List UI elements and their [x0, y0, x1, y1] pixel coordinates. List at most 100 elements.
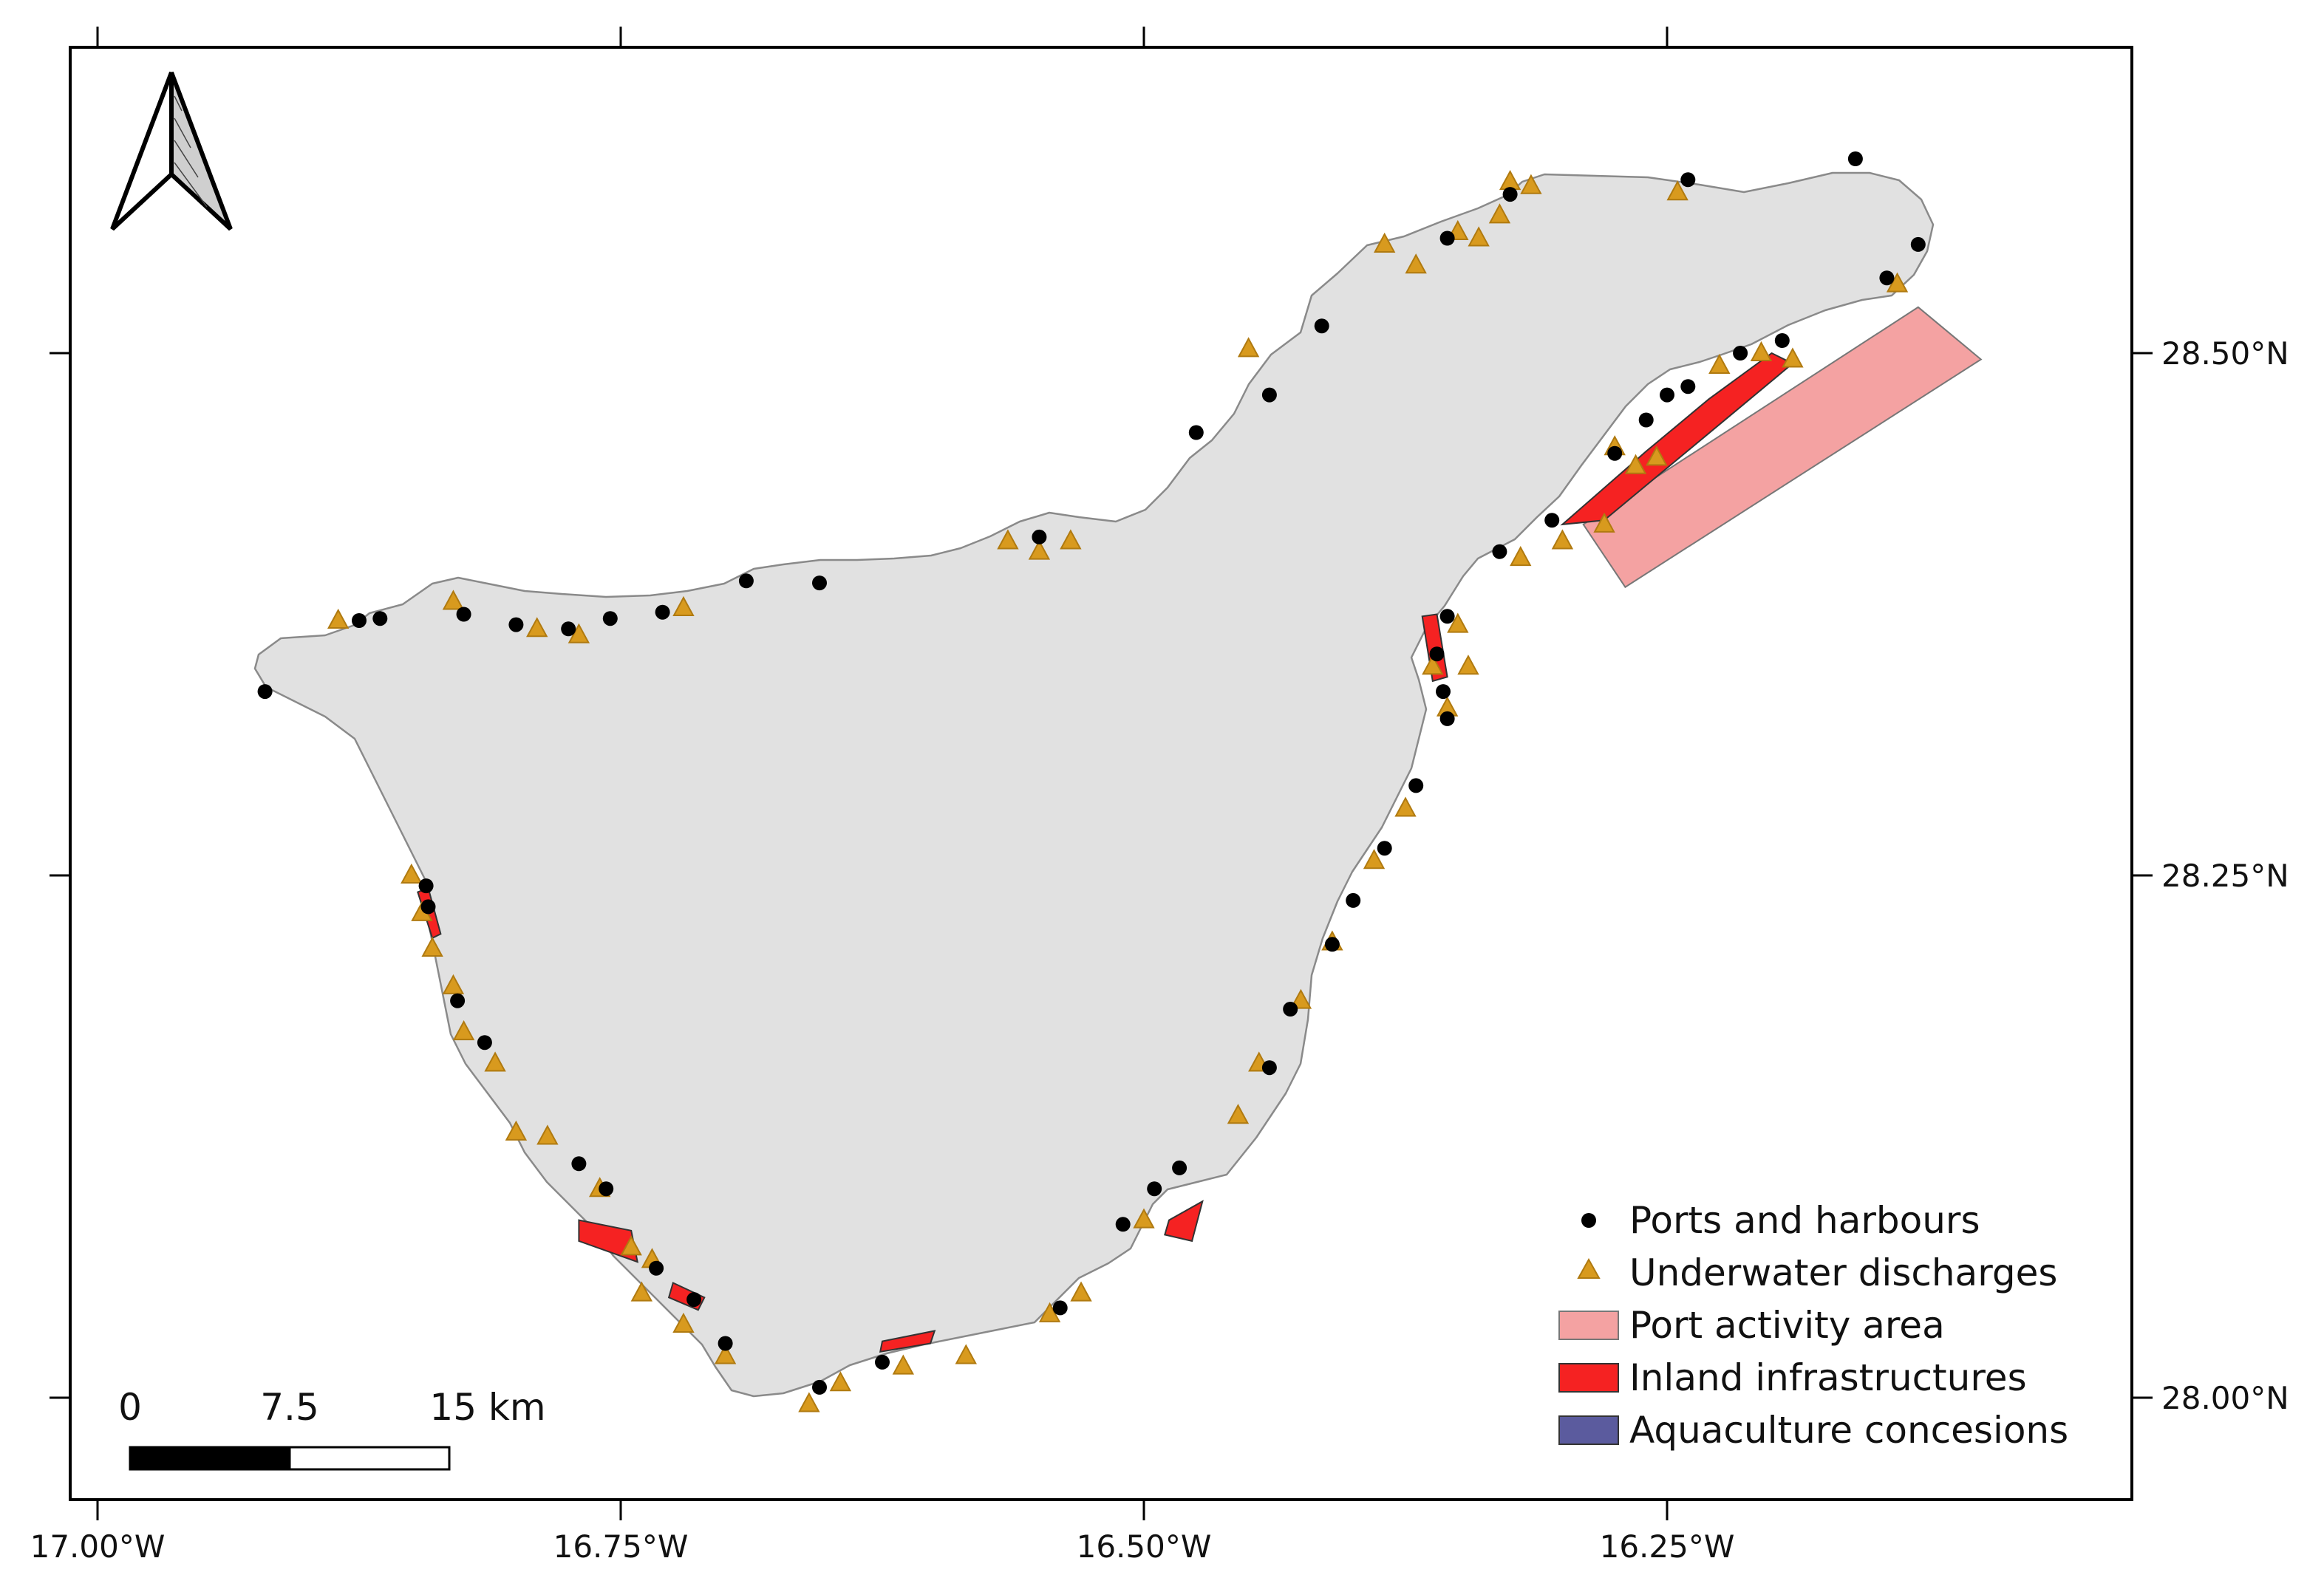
- port-marker: [655, 604, 670, 620]
- discharge-marker: [442, 590, 465, 610]
- port-marker: [1660, 387, 1674, 403]
- port-marker: [1283, 1002, 1298, 1017]
- port-marker: [1436, 684, 1451, 700]
- legend-aquaculture-swatch: [1558, 1415, 1619, 1445]
- discharge-marker: [630, 1281, 652, 1302]
- legend-port-area-swatch: [1558, 1311, 1619, 1340]
- scale-bar: 0 7.5 15 km: [118, 1386, 546, 1471]
- port-marker: [257, 684, 273, 700]
- discharge-marker: [1363, 849, 1386, 870]
- discharge-marker: [955, 1344, 977, 1364]
- discharge-marker: [1422, 655, 1444, 675]
- discharge-marker: [484, 1051, 506, 1072]
- scale-label-mid: 7.5: [260, 1386, 319, 1429]
- port-marker: [1733, 346, 1748, 361]
- discharge-marker: [1237, 337, 1260, 358]
- port-marker: [1607, 445, 1623, 461]
- port-marker: [1910, 236, 1926, 252]
- port-marker: [649, 1260, 664, 1276]
- legend-label-inland: Inland infrastructures: [1629, 1356, 2027, 1399]
- x-tick-label: 16.25°W: [1600, 1528, 1735, 1565]
- discharge-marker: [1646, 445, 1668, 466]
- port-marker: [1172, 1160, 1187, 1175]
- port-marker: [1346, 892, 1361, 908]
- port-marker: [718, 1336, 733, 1351]
- port-marker: [352, 613, 367, 628]
- port-marker: [812, 575, 827, 591]
- discharge-marker: [1624, 454, 1647, 474]
- discharge-marker: [505, 1120, 528, 1141]
- legend-label-port-area: Port activity area: [1629, 1304, 1945, 1347]
- port-marker: [1879, 270, 1895, 286]
- discharge-marker: [568, 623, 590, 643]
- port-marker: [1052, 1300, 1068, 1316]
- discharge-marker: [892, 1354, 914, 1375]
- legend-label-ports: Ports and harbours: [1629, 1199, 1980, 1242]
- port-marker: [1032, 529, 1047, 544]
- y-tick-label: 28.50°N: [2161, 335, 2289, 372]
- discharge-marker: [1750, 341, 1773, 361]
- port-marker: [1408, 778, 1424, 793]
- port-marker: [1147, 1181, 1162, 1197]
- legend: Ports and harbours Underwater discharges…: [1558, 1199, 2068, 1452]
- port-marker: [602, 611, 618, 626]
- legend-label-discharges: Underwater discharges: [1629, 1251, 2057, 1294]
- discharge-marker: [1447, 612, 1469, 633]
- port-marker: [1544, 513, 1560, 528]
- discharge-marker: [798, 1392, 820, 1412]
- port-marker: [1680, 172, 1696, 188]
- port-marker: [561, 621, 576, 637]
- discharge-marker: [401, 863, 423, 884]
- inland-infrastructure: [879, 1330, 936, 1353]
- north-arrow-icon: [110, 71, 233, 231]
- discharge-marker: [1551, 529, 1574, 550]
- discharge-marker: [536, 1124, 559, 1145]
- x-axis: 17.00°W 16.75°W 16.50°W 16.25°W: [30, 1500, 1735, 1565]
- port-marker: [1188, 425, 1204, 440]
- discharge-marker: [1227, 1104, 1250, 1124]
- discharge-marker: [1038, 1302, 1061, 1322]
- discharge-marker: [672, 595, 695, 617]
- x-tick-label: 16.75°W: [553, 1528, 689, 1565]
- scale-label-0: 0: [118, 1386, 142, 1429]
- port-marker: [420, 899, 436, 915]
- discharge-marker: [1782, 347, 1804, 368]
- discharge-marker: [1289, 988, 1312, 1009]
- discharge-marker: [421, 936, 443, 957]
- port-activity-area-layer: [1582, 306, 1983, 589]
- discharge-marker: [1468, 226, 1490, 247]
- port-marker: [1847, 151, 1863, 166]
- port-marker: [1439, 609, 1455, 624]
- legend-label-aquaculture: Aquaculture concesions: [1629, 1409, 2068, 1452]
- y-axis: 28.50°N 28.25°N 28.00°N: [50, 335, 2289, 1416]
- discharge-marker: [1028, 539, 1051, 560]
- discharge-marker: [1374, 232, 1396, 253]
- discharge-marker: [452, 1020, 475, 1041]
- port-marker: [1261, 1060, 1277, 1076]
- top-ticks: [96, 27, 1669, 47]
- port-marker: [1314, 318, 1329, 334]
- port-marker: [1638, 412, 1654, 428]
- discharge-marker: [526, 617, 548, 638]
- discharge-marker: [1133, 1208, 1155, 1229]
- port-marker: [1377, 841, 1392, 856]
- y-tick-label: 28.25°N: [2161, 858, 2289, 894]
- legend-discharge-icon: [1577, 1257, 1601, 1279]
- discharge-marker: [1060, 529, 1082, 550]
- discharge-marker: [1394, 796, 1417, 817]
- discharge-marker: [442, 974, 465, 994]
- port-marker: [456, 607, 471, 622]
- inland-infrastructure: [1164, 1200, 1204, 1243]
- discharge-marker: [1708, 353, 1731, 374]
- port-marker: [1261, 387, 1277, 403]
- scale-label-end: 15 km: [429, 1386, 545, 1429]
- discharge-marker: [1510, 546, 1532, 567]
- port-marker: [812, 1379, 827, 1395]
- discharge-marker: [1405, 253, 1427, 274]
- port-marker: [1115, 1217, 1131, 1232]
- tenerife-island: [253, 171, 1935, 1398]
- port-marker: [418, 878, 434, 894]
- discharge-marker: [1457, 655, 1479, 675]
- port-marker: [372, 611, 388, 626]
